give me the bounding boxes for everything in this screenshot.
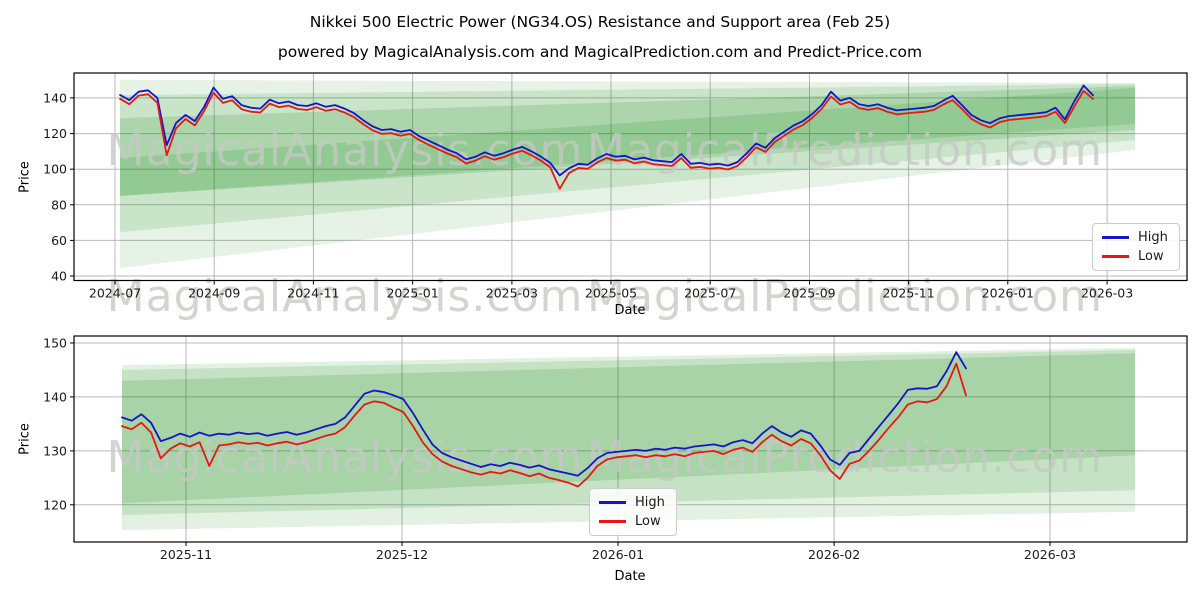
x-tick-label: 2026-03 (1024, 547, 1076, 562)
top-price-axis-label: Price (17, 161, 33, 193)
x-tick-label: 2025-01 (386, 286, 438, 301)
y-tick-label: 120 (43, 126, 67, 141)
x-tick-label: 2024-09 (188, 286, 240, 301)
legend-label-high: High (635, 495, 665, 510)
x-tick-label: 2025-11 (160, 547, 212, 562)
low-line-swatch (1102, 255, 1129, 258)
x-tick-label: 2025-11 (882, 286, 934, 301)
y-tick-label: 140 (43, 389, 67, 404)
top-chart-series (119, 84, 1094, 190)
y-tick-label: 80 (51, 197, 67, 212)
high-line-swatch (1102, 236, 1129, 239)
legend-item-high: High (599, 494, 665, 511)
x-tick-label: 2026-01 (592, 547, 644, 562)
x-tick-label: 2026-01 (982, 286, 1034, 301)
low-line-swatch (599, 520, 626, 523)
y-tick-label: 150 (43, 336, 67, 351)
bottom-chart-legend: High Low (589, 488, 677, 536)
legend-label-high: High (1138, 230, 1168, 245)
legend-label-low: Low (635, 514, 661, 529)
watermark-text: MagicalPrediction.com (587, 271, 1103, 322)
support-resistance-band (120, 88, 1135, 196)
legend-item-high: High (1102, 229, 1168, 246)
y-tick-label: 40 (51, 269, 67, 284)
series-line-low (119, 89, 1094, 190)
top-chart-axes: 2024-07 2024-09 2024-11 2025-01 2025-03 2025-… (43, 72, 1188, 301)
legend-label-low: Low (1138, 249, 1164, 264)
bottom-price-axis-label: Price (17, 423, 33, 455)
bottom-chart-series (121, 351, 967, 488)
x-tick-label: 2026-03 (1081, 286, 1133, 301)
legend-item-low: Low (1102, 248, 1168, 265)
watermark-layer: MagicalAnalysis.com MagicalPrediction.co… (107, 125, 1103, 483)
series-line-high (121, 351, 967, 477)
y-tick-label: 60 (51, 233, 67, 248)
x-tick-label: 2025-09 (783, 286, 835, 301)
watermark-text: MagicalAnalysis.com (107, 432, 584, 483)
x-tick-label: 2024-11 (287, 286, 339, 301)
watermark-text: MagicalAnalysis.com (107, 271, 584, 322)
watermark-text: MagicalPrediction.com (587, 125, 1103, 176)
figure-title: Nikkei 500 Electric Power (NG34.OS) Resi… (309, 13, 891, 31)
x-tick-label: 2024-07 (89, 286, 141, 301)
x-tick-label: 2025-05 (585, 286, 637, 301)
figure-subtitle: powered by MagicalAnalysis.com and Magic… (277, 43, 923, 61)
x-tick-label: 2025-03 (486, 286, 538, 301)
top-chart-legend: High Low (1092, 223, 1180, 271)
series-line-high (119, 84, 1094, 177)
series-line-low (121, 362, 967, 488)
x-tick-label: 2025-07 (684, 286, 736, 301)
bottom-date-axis-label: Date (614, 569, 646, 584)
support-resistance-band (120, 84, 1135, 233)
legend-item-low: Low (599, 513, 665, 530)
plot-border (73, 335, 1188, 543)
support-resistance-band (122, 347, 1135, 531)
top-chart-grid (74, 73, 1187, 281)
x-tick-label: 2026-02 (808, 547, 860, 562)
plot-border (73, 72, 1188, 282)
x-tick-label: 2025-12 (376, 547, 428, 562)
bottom-chart-axes: 2025-11 2025-12 2026-01 2026-02 2026-03 120 13… (43, 335, 1188, 562)
high-line-swatch (599, 501, 626, 504)
y-tick-label: 130 (43, 443, 67, 458)
y-tick-label: 100 (43, 162, 67, 177)
y-tick-label: 140 (43, 90, 67, 105)
watermark-text: MagicalPrediction.com (587, 432, 1103, 483)
y-tick-label: 120 (43, 497, 67, 512)
top-date-axis-label: Date (614, 303, 646, 318)
top-chart-resistance-support-bands (120, 79, 1135, 269)
support-resistance-band (120, 86, 1135, 196)
watermark-text: MagicalAnalysis.com (107, 125, 584, 176)
